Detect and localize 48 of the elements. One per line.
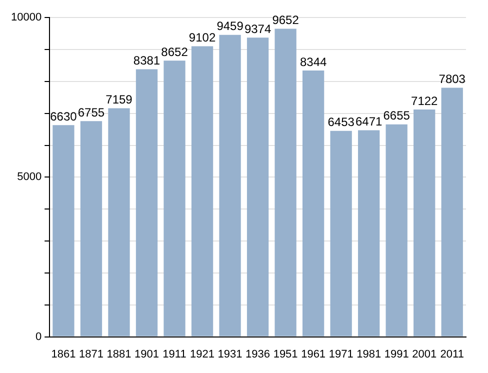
bar [414,109,436,336]
bar [358,130,380,336]
data-label: 7122 [411,94,438,108]
x-tick-label: 1971 [328,348,354,360]
data-label: 9652 [272,13,300,28]
data-label: 6453 [328,115,355,130]
x-tick-label: 2001 [412,348,437,360]
data-label: 8344 [300,54,327,69]
y-tick-label: 5000 [17,171,42,184]
x-tick-label: 1981 [356,348,382,360]
bar [330,130,352,336]
data-label: 6755 [78,105,105,120]
x-tick-label: 1871 [78,348,104,360]
x-tick-label: 1901 [134,348,159,360]
bar [219,34,241,336]
bar [441,88,463,336]
x-tick-label: 1881 [106,348,132,360]
bar [52,125,74,336]
bar [108,108,130,336]
data-label: 7159 [106,92,133,107]
x-tick-label: 2011 [440,348,464,360]
data-label: 9102 [188,30,216,45]
bar [191,46,214,336]
data-label: 7803 [438,72,466,86]
bar [302,70,324,336]
y-tick-label: 0 [35,330,42,343]
y-tick-label: 10000 [10,12,42,24]
bar [80,121,102,336]
x-tick-label: 1936 [246,348,270,360]
bar [136,69,158,336]
x-tick-label: 1951 [273,348,298,360]
data-label: 9459 [216,19,244,34]
data-label: 8652 [161,44,188,59]
x-tick-label: 1921 [190,348,215,360]
data-label: 6471 [355,114,383,129]
data-label: 9374 [244,22,272,36]
bar [164,60,186,336]
x-tick-label: 1861 [51,348,76,360]
bar [274,28,296,336]
bar [386,124,408,336]
data-label: 8381 [133,54,160,68]
data-label: 6655 [383,108,410,123]
x-tick-label: 1931 [218,348,242,360]
x-tick-label: 1961 [301,348,326,360]
x-tick-label: 1991 [384,348,409,360]
data-label: 6630 [50,109,78,124]
x-tick-label: 1911 [162,348,186,360]
bar [246,38,269,336]
